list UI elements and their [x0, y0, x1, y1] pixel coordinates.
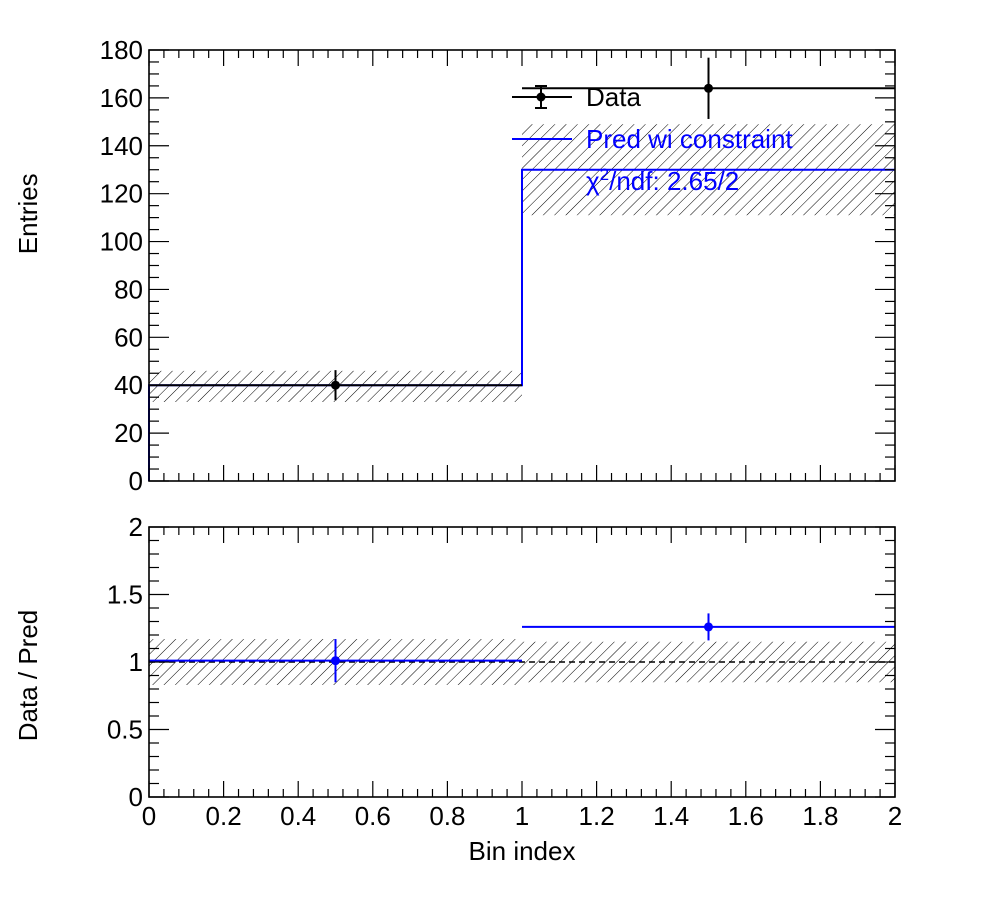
- main-y-ticks: 0 20 40 60 80 100 120 140 160 180: [100, 35, 895, 496]
- y-tick-label: 40: [114, 370, 143, 400]
- y-tick-label: 20: [114, 418, 143, 448]
- y-tick-label: 140: [100, 131, 143, 161]
- legend: Data Pred wi constraint χ2/ndf: 2.65/2: [512, 82, 793, 196]
- prediction-histogram: [148, 168, 895, 481]
- ratio-points: [149, 613, 895, 683]
- legend-data-label: Data: [586, 82, 641, 112]
- y-tick-label: 180: [100, 35, 143, 65]
- y-tick-label: 100: [100, 227, 143, 257]
- legend-data-marker: [536, 92, 546, 102]
- data-points: [149, 57, 895, 401]
- ratio-y-ticks: 0 0.5 1 1.5 2: [107, 512, 895, 812]
- chi2-symbol: χ: [586, 166, 600, 196]
- x-tick-label: 1: [515, 801, 529, 831]
- y-tick-label: 0: [129, 466, 143, 496]
- y-tick-label: 60: [114, 322, 143, 352]
- x-tick-label: 0.4: [280, 801, 316, 831]
- x-tick-label: 2: [888, 801, 902, 831]
- y-tick-label: 0.5: [107, 715, 143, 745]
- legend-entry-data: Data: [512, 82, 641, 112]
- prediction-step-line: [148, 168, 895, 481]
- data-marker-2: [704, 83, 713, 93]
- y-tick-label: 0: [129, 782, 143, 812]
- x-tick-label: 0.6: [355, 801, 391, 831]
- main-x-ticks: [148, 50, 896, 481]
- chi2-superscript: 2: [600, 165, 609, 184]
- legend-prediction-label: Pred wi constraint: [586, 124, 793, 154]
- chi2-annotation: χ2/ndf: 2.65/2: [586, 165, 739, 196]
- y-tick-label: 80: [114, 274, 143, 304]
- legend-entry-prediction: Pred wi constraint: [512, 124, 793, 154]
- ratio-point-1: [149, 639, 522, 683]
- main-y-axis-label: Entries: [13, 173, 43, 254]
- y-tick-label: 120: [100, 179, 143, 209]
- x-tick-label: 1.8: [802, 801, 838, 831]
- y-tick-label: 160: [100, 83, 143, 113]
- y-tick-label: 1.5: [107, 580, 143, 610]
- ratio-marker-1: [331, 656, 340, 666]
- ratio-y-axis-label: Data / Pred: [13, 610, 43, 742]
- chi2-value: /ndf: 2.65/2: [609, 166, 739, 196]
- x-tick-label: 0: [142, 801, 156, 831]
- x-tick-label: 1.6: [728, 801, 764, 831]
- ratio-x-ticks: 0 0.2 0.4 0.6 0.8 1 1.2 1.4 1.6 1.8 2: [142, 527, 902, 831]
- data-point-2: [522, 57, 895, 119]
- x-axis-label: Bin index: [469, 836, 576, 866]
- ratio-point-2: [522, 613, 895, 641]
- x-tick-label: 1.4: [653, 801, 689, 831]
- ratio-panel: 0 0.2 0.4 0.6 0.8 1 1.2 1.4 1.6 1.8 2 0 0.5 1 1.5 2 Da…: [13, 512, 902, 866]
- y-tick-label: 1: [129, 647, 143, 677]
- x-tick-label: 0.2: [206, 801, 242, 831]
- data-point-1: [149, 370, 522, 401]
- x-tick-label: 0.8: [429, 801, 465, 831]
- main-panel: 0 20 40 60 80 100 120 140 160 180 Entries Data Pr…: [13, 35, 896, 496]
- data-marker-1: [331, 380, 340, 390]
- ratio-marker-2: [704, 622, 713, 632]
- x-tick-label: 1.2: [579, 801, 615, 831]
- y-tick-label: 2: [129, 512, 143, 542]
